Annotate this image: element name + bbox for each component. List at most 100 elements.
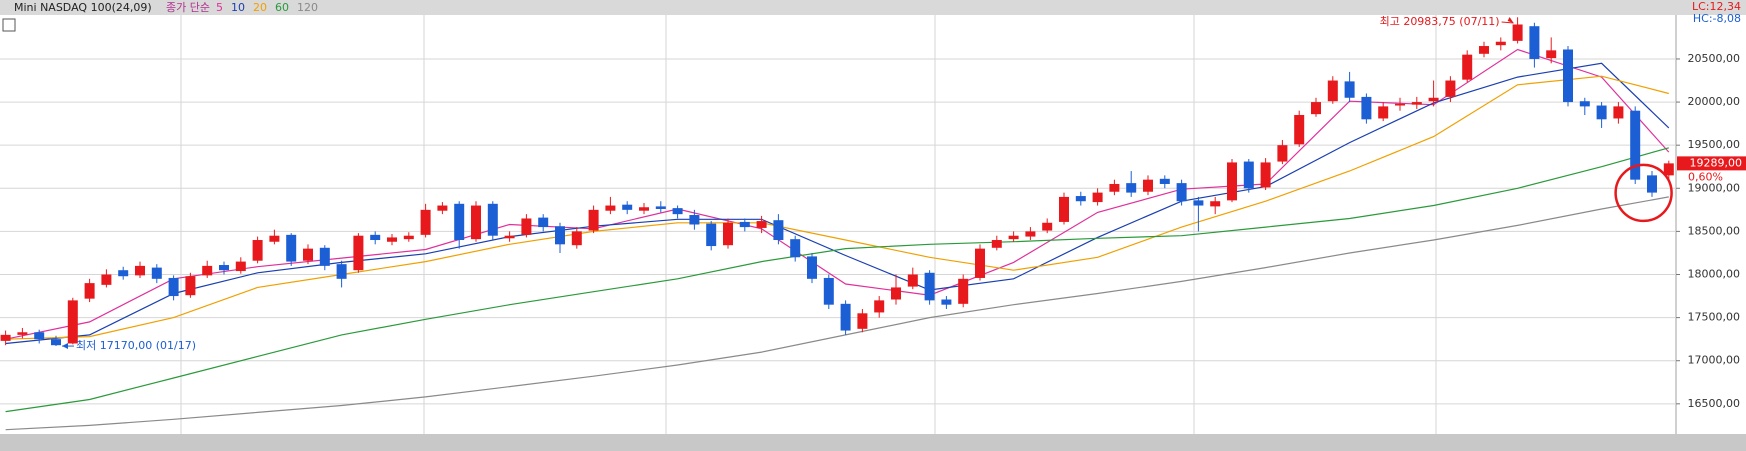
y-tick-label: 20000,00: [1688, 95, 1741, 108]
candle-body: [1344, 81, 1355, 98]
candle-body: [135, 265, 145, 276]
y-tick-label: 18000,00: [1688, 268, 1741, 281]
change-label: 0,60%: [1688, 170, 1723, 183]
candle-body: [639, 207, 649, 211]
candle-body: [958, 278, 969, 304]
candle-body: [1277, 145, 1288, 162]
candle-body: [1227, 162, 1237, 201]
candle-body: [723, 222, 733, 246]
candle-body: [907, 274, 918, 287]
candle-body: [1092, 192, 1103, 203]
candle-body: [1025, 231, 1036, 237]
y-tick-label: 20500,00: [1688, 52, 1741, 65]
candle-body: [857, 313, 868, 329]
candle-body: [101, 274, 112, 285]
legend-label: 종가 단순: [166, 1, 210, 14]
candle-body: [555, 226, 565, 245]
candle-body: [67, 300, 78, 344]
candle-body: [0, 334, 11, 341]
candle-body: [1210, 201, 1221, 207]
candle-body: [975, 248, 985, 278]
candle-body: [1075, 196, 1086, 202]
candle-body: [941, 299, 952, 305]
candle-body: [252, 240, 263, 261]
candles: [0, 17, 1674, 347]
candle-body: [235, 261, 246, 272]
candle-body: [118, 270, 129, 277]
candle-body: [874, 300, 885, 313]
candle-body: [756, 221, 767, 228]
candle-body: [168, 277, 179, 297]
hc-label: HC:-8,08: [1693, 12, 1741, 25]
candle-body: [269, 235, 280, 242]
highlight-circle: [1614, 163, 1673, 223]
candle-body: [1411, 102, 1422, 105]
candle-body: [336, 264, 347, 279]
candle-body: [437, 205, 448, 211]
candle-body: [1445, 80, 1456, 97]
candle-body: [1193, 200, 1204, 206]
ma-line: [5, 75, 1669, 340]
candle-body: [891, 287, 901, 300]
candle-body: [84, 283, 95, 299]
candle-body: [353, 235, 364, 271]
legend-entry: 10: [231, 1, 245, 14]
candle-body: [370, 234, 381, 241]
y-tick-label: 17000,00: [1688, 354, 1741, 367]
legend-entry: 60: [275, 1, 289, 14]
candle-body: [1042, 222, 1053, 231]
candle-body: [420, 209, 431, 235]
candle-body: [571, 231, 582, 246]
candle-body: [185, 276, 196, 296]
candle-body: [1596, 105, 1607, 120]
candle-body: [1563, 49, 1573, 103]
candle-body: [454, 203, 465, 241]
candle-body: [1630, 110, 1641, 180]
candle-body: [1495, 41, 1506, 46]
candle-body: [1546, 50, 1557, 59]
candle-body: [1428, 97, 1439, 102]
candle-body: [1260, 162, 1271, 188]
candle-body: [1361, 96, 1372, 120]
legend-entry: 120: [297, 1, 318, 14]
candle-body: [773, 220, 784, 241]
candle-body: [1613, 106, 1624, 119]
candle-body: [655, 206, 666, 209]
candle-body: [807, 256, 817, 279]
ma-line: [5, 48, 1670, 340]
candle-body: [487, 203, 498, 236]
candle-body: [471, 205, 481, 240]
candle-body: [1663, 163, 1674, 176]
header-bar: [0, 0, 1746, 15]
price-box: [1677, 156, 1746, 171]
candle-body: [1579, 101, 1590, 107]
low-annotation: 최저 17170,00 (01/17): [76, 339, 196, 352]
candle-body: [1311, 102, 1321, 115]
low-arrow-head: [62, 343, 68, 350]
candle-body: [1126, 183, 1137, 193]
axis-panel: [1676, 15, 1746, 434]
candle-body: [387, 237, 397, 242]
candle-body: [521, 218, 532, 235]
legend-entry: 20: [253, 1, 267, 14]
candle-body: [1176, 183, 1187, 202]
high-arrow-head: [1507, 17, 1514, 23]
candle-body: [1529, 26, 1540, 59]
candle-body: [286, 234, 297, 262]
candle-body: [538, 217, 549, 228]
ma-line: [5, 147, 1669, 413]
y-tick-label: 19000,00: [1688, 181, 1741, 194]
candle-body: [739, 221, 750, 228]
price-label: 19289,00: [1690, 156, 1743, 169]
lc-label: LC:12,34: [1692, 0, 1741, 13]
candle-body: [672, 208, 683, 215]
candle-body: [504, 235, 515, 239]
ma-line: [5, 62, 1670, 345]
candle-body: [1294, 115, 1305, 145]
footer-bar: [0, 434, 1746, 451]
menu-icon[interactable]: [2, 18, 16, 32]
candle-body: [403, 235, 414, 240]
candle-body: [588, 209, 599, 231]
